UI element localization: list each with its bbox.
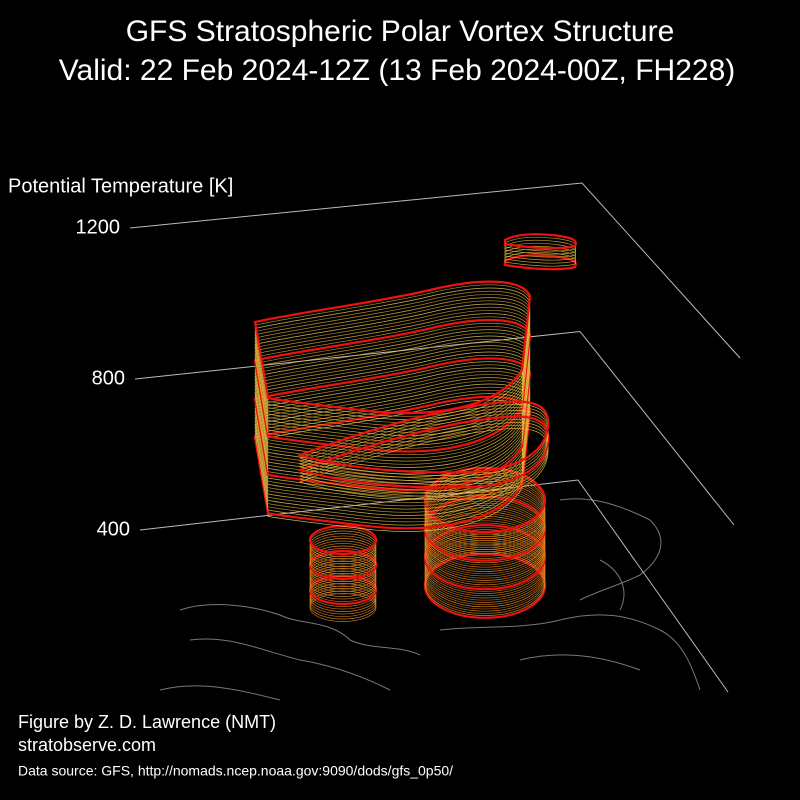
contour <box>309 558 377 587</box>
contour <box>309 565 377 595</box>
contour <box>309 543 377 572</box>
contour <box>309 568 377 597</box>
z-axis-label: Potential Temperature [K] <box>8 175 233 197</box>
contour <box>309 588 377 617</box>
axes: 400 800 1200 <box>76 182 741 693</box>
contour <box>308 524 378 556</box>
coastlines <box>159 498 701 701</box>
contour <box>309 535 377 565</box>
contour <box>309 590 377 620</box>
contour <box>504 251 577 267</box>
contour <box>309 563 377 592</box>
contour <box>504 248 577 264</box>
contour <box>309 538 377 567</box>
z-tick-label: 400 <box>97 518 130 540</box>
contour <box>253 280 532 415</box>
contour <box>309 580 377 610</box>
contour <box>309 560 377 590</box>
website: stratobserve.com <box>18 735 156 755</box>
contour <box>309 583 377 612</box>
z-level-line <box>139 479 729 693</box>
contour <box>308 574 378 606</box>
z-level-line <box>129 182 741 359</box>
chart-title: GFS Stratospheric Polar Vortex Structure <box>126 15 675 48</box>
contour <box>504 242 577 258</box>
z-tick-label: 1200 <box>76 216 121 238</box>
contour <box>309 530 377 560</box>
vortex <box>253 233 577 622</box>
z-tick-label: 800 <box>92 367 125 389</box>
z-level-line <box>134 330 735 526</box>
contour <box>309 585 377 615</box>
credit: Figure by Z. D. Lawrence (NMT) <box>18 712 276 732</box>
contour <box>503 233 577 250</box>
contour <box>309 540 377 570</box>
contour <box>504 245 577 261</box>
contour <box>309 555 377 585</box>
contour <box>296 400 550 474</box>
data-source: Data source: GFS, http://nomads.ncep.noa… <box>18 763 453 779</box>
contour <box>308 549 378 581</box>
chart-subtitle: Valid: 22 Feb 2024-12Z (13 Feb 2024-00Z,… <box>59 54 736 87</box>
contour <box>309 545 377 575</box>
contour <box>309 593 377 622</box>
contour <box>309 570 377 600</box>
contour <box>309 533 377 562</box>
contour <box>503 254 577 271</box>
